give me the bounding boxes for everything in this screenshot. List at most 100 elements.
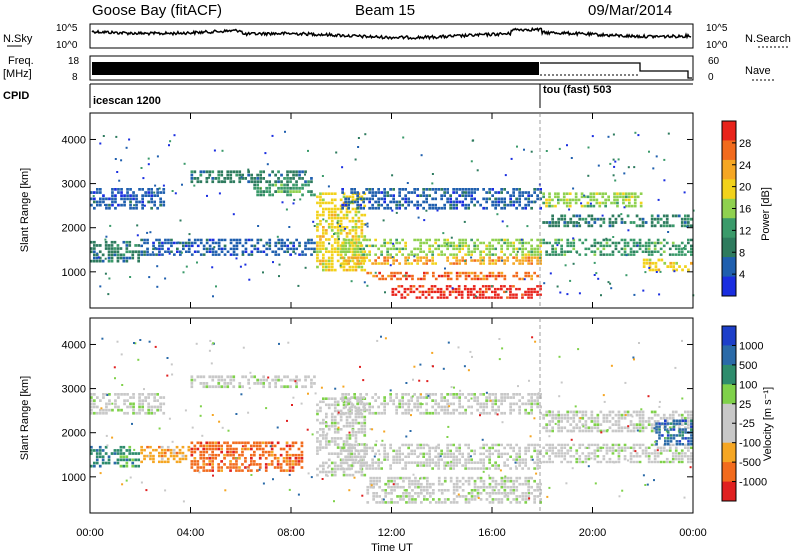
heatmap-cell [658, 437, 661, 440]
heatmap-cell [368, 250, 371, 253]
heatmap-cell [217, 447, 220, 451]
heatmap-cell [368, 244, 371, 248]
heatmap-cell [146, 238, 149, 242]
heatmap-cell [533, 188, 536, 191]
heatmap-cell [644, 452, 648, 455]
scatter-point [102, 135, 105, 137]
heatmap-cell [211, 444, 214, 448]
heatmap-cell [235, 244, 239, 248]
heatmap-cell [205, 177, 209, 180]
heatmap-cell [614, 449, 618, 452]
heatmap-cell [497, 203, 500, 207]
scatter-point [335, 151, 338, 154]
heatmap-cell [467, 405, 470, 409]
heatmap-cell [111, 203, 114, 207]
heatmap-cell [223, 253, 227, 256]
heatmap-cell [509, 244, 512, 248]
heatmap-cell [327, 256, 331, 260]
heatmap-cell [395, 203, 398, 207]
heatmap-cell [690, 446, 693, 449]
scatter-point [642, 474, 645, 477]
heatmap-cell [336, 226, 340, 229]
heatmap-cell [384, 482, 387, 486]
colorbar-swatch [722, 326, 736, 346]
heatmap-cell [404, 244, 407, 248]
heatmap-cell [635, 413, 639, 417]
heatmap-cell [344, 197, 347, 201]
heatmap-cell [190, 466, 194, 469]
scatter-point [169, 140, 172, 143]
heatmap-cell [289, 241, 292, 245]
heatmap-cell [330, 418, 334, 422]
heatmap-cell [220, 385, 224, 389]
heatmap-cell [464, 498, 468, 501]
heatmap-cell [602, 247, 606, 251]
heatmap-cell [491, 402, 494, 406]
heatmap-cell [672, 268, 675, 272]
scatter-point [498, 358, 501, 361]
heatmap-cell [512, 498, 516, 501]
scatter-point [556, 285, 559, 288]
heatmap-cell [545, 413, 548, 417]
heatmap-cell [648, 268, 652, 272]
heatmap-cell [589, 204, 593, 208]
heatmap-cell [524, 247, 527, 251]
heatmap-cell [420, 485, 423, 489]
heatmap-cell [518, 449, 521, 453]
heatmap-cell [288, 457, 292, 460]
heatmap-cell [420, 277, 423, 281]
heatmap-cell [476, 489, 480, 492]
heatmap-cell [181, 454, 185, 458]
heatmap-cell [431, 244, 434, 248]
heatmap-cell [572, 410, 576, 414]
heatmap-cell [524, 256, 527, 259]
heatmap-cell [539, 250, 542, 253]
scatter-point [654, 440, 657, 443]
heatmap-cell [650, 460, 654, 464]
heatmap-cell [488, 247, 491, 251]
heatmap-cell [672, 265, 675, 268]
heatmap-cell [375, 479, 378, 483]
heatmap-cell [690, 437, 693, 440]
scatter-point [278, 275, 280, 278]
heatmap-cell [345, 467, 349, 471]
heatmap-cell [390, 485, 393, 489]
heatmap-cell [159, 408, 162, 412]
heatmap-cell [163, 460, 167, 464]
heatmap-cell [362, 464, 365, 467]
heatmap-cell [650, 224, 654, 228]
heatmap-cell [482, 402, 485, 406]
scatter-point [469, 350, 472, 353]
heatmap-cell [536, 464, 539, 467]
heatmap-cell [282, 447, 286, 451]
heatmap-cell [261, 441, 265, 445]
heatmap-cell [518, 393, 521, 396]
heatmap-cell [232, 238, 236, 242]
heatmap-cell [500, 498, 504, 501]
heatmap-cell [220, 450, 223, 454]
heatmap-cell [380, 411, 383, 415]
heatmap-cell [298, 190, 301, 193]
scatter-point [637, 134, 640, 137]
heatmap-cell [425, 256, 428, 259]
heatmap-cell [322, 229, 325, 232]
heatmap-cell [325, 232, 328, 235]
heatmap-cell [476, 238, 479, 242]
heatmap-cell [632, 250, 636, 253]
heatmap-cell [620, 238, 624, 242]
heatmap-cell [223, 238, 227, 242]
heatmap-cell [482, 206, 485, 210]
heatmap-cell [449, 452, 452, 456]
heatmap-cell [377, 247, 380, 251]
heatmap-cell [518, 259, 521, 262]
heatmap-cell [407, 191, 410, 194]
heatmap-cell [581, 452, 585, 455]
heatmap-cell [368, 464, 371, 467]
heatmap-cell [292, 244, 295, 248]
heatmap-cell [654, 265, 658, 268]
heatmap-cell [322, 265, 325, 269]
heatmap-cell [521, 241, 524, 245]
scatter-point [206, 194, 208, 197]
heatmap-cell [485, 277, 489, 281]
